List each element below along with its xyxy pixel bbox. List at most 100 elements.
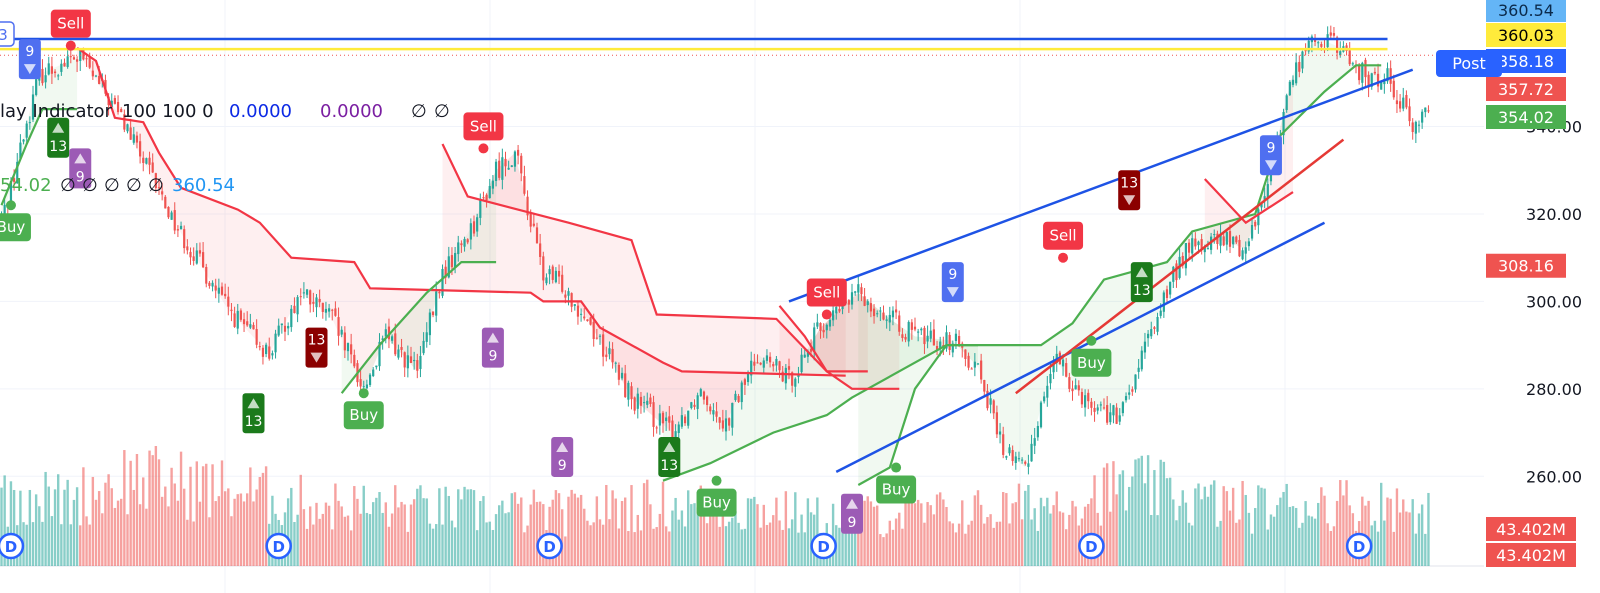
candle-body: [277, 325, 280, 336]
candle-body: [608, 348, 611, 355]
candle-body: [227, 296, 230, 307]
post-button[interactable]: Post: [1436, 50, 1502, 77]
volume-bar: [614, 498, 617, 566]
candle-body: [532, 223, 535, 226]
volume-bar: [806, 498, 810, 566]
legend-row2-last: 360.54: [172, 175, 235, 196]
volume-bar: [693, 503, 696, 566]
volume-bar: [1090, 498, 1093, 566]
volume-bar: [1247, 512, 1251, 566]
candle-body: [1200, 239, 1203, 250]
candle-body: [1187, 242, 1191, 253]
volume-bar: [529, 504, 532, 566]
volume-bar: [1011, 503, 1014, 566]
candle-body: [920, 328, 923, 331]
volume-bar: [677, 519, 680, 566]
volume-bar: [309, 506, 312, 566]
candle-body: [1033, 438, 1036, 446]
candle-body: [602, 334, 605, 357]
volume-bar: [939, 492, 942, 566]
volume-bar: [1014, 502, 1017, 566]
volume-bar: [1030, 519, 1033, 566]
buy-label-text: Buy: [1077, 354, 1106, 372]
candle-body: [545, 277, 548, 284]
volume-bar: [803, 532, 806, 566]
top-left-tag[interactable]: 3: [0, 21, 15, 47]
candle-body: [447, 256, 450, 278]
supertrend-fill: [663, 292, 978, 481]
candle-body: [677, 424, 680, 434]
candle-body: [504, 158, 507, 167]
candle-body: [1150, 329, 1153, 337]
volume-bar: [236, 494, 239, 566]
volume-bar: [192, 521, 195, 566]
candle-body: [220, 286, 224, 295]
volume-bar: [145, 508, 148, 566]
volume-bar: [668, 531, 671, 566]
candle-body: [72, 57, 76, 60]
volume-bar: [1417, 513, 1421, 566]
volume-bar: [349, 530, 353, 566]
volume-bar: [523, 532, 526, 566]
volume-bar: [1361, 496, 1364, 566]
volume-bar: [860, 529, 863, 566]
volume-bar: [838, 527, 841, 566]
volume-bar: [800, 514, 803, 566]
volume-bar: [353, 486, 356, 566]
volume-bar: [1276, 505, 1279, 566]
volume-bar: [696, 507, 699, 566]
volume-bar: [983, 523, 986, 566]
volume-bar: [494, 514, 498, 566]
volume-bar: [772, 515, 775, 566]
candle-body: [671, 420, 674, 443]
supertrend-fill: [442, 144, 868, 433]
candle-body: [246, 321, 249, 326]
volume-bar: [167, 506, 170, 566]
candle-body: [157, 187, 161, 189]
candle-body: [1096, 407, 1099, 411]
volume-bar: [538, 501, 542, 566]
candle-body: [564, 294, 567, 298]
volume-bar: [1115, 494, 1118, 566]
candle-body: [183, 229, 186, 249]
td-marker-number: 9: [1266, 140, 1275, 156]
candle-body: [384, 329, 387, 337]
candle-body: [1052, 364, 1055, 373]
sell-label-text: Sell: [57, 15, 84, 33]
candle-body: [299, 296, 302, 298]
candle-body: [1392, 80, 1395, 98]
volume-bar: [1131, 476, 1134, 566]
candle-body: [110, 100, 113, 107]
indicator-legend[interactable]: lay Indicator 100 100 0 0.0000 0.0000 ∅ …: [0, 101, 450, 196]
volume-bar: [305, 528, 309, 566]
volume-bar: [1008, 523, 1011, 566]
candle-body: [904, 336, 907, 340]
price-badge-label: 358.18: [1498, 52, 1554, 71]
volume-bar: [567, 496, 570, 566]
volume-bar: [1178, 505, 1181, 566]
dividend-event-label: D: [272, 538, 284, 556]
volume-bar: [759, 527, 762, 566]
volume-bar: [633, 532, 636, 566]
candle-body: [1112, 405, 1115, 416]
candle-body: [992, 400, 995, 414]
candle-body: [9, 180, 13, 207]
trendlines[interactable]: [0, 37, 1484, 474]
volume-bar: [1027, 484, 1030, 566]
volume-bar: [601, 524, 605, 566]
volume-axis-badges: 43.402M 43.402M: [1486, 517, 1576, 567]
volume-bar: [211, 464, 214, 566]
candle-body: [825, 324, 828, 331]
trendline-blue: [788, 68, 1414, 303]
candle-body: [674, 431, 677, 440]
candle-body: [1197, 241, 1200, 246]
volume-bar: [743, 528, 747, 566]
volume-bar: [995, 521, 999, 566]
volume-bar: [368, 514, 372, 566]
price-badge: [1486, 105, 1566, 129]
volume-bar: [286, 498, 290, 566]
volume-bar: [261, 472, 265, 566]
trendline-blue: [835, 221, 1326, 474]
